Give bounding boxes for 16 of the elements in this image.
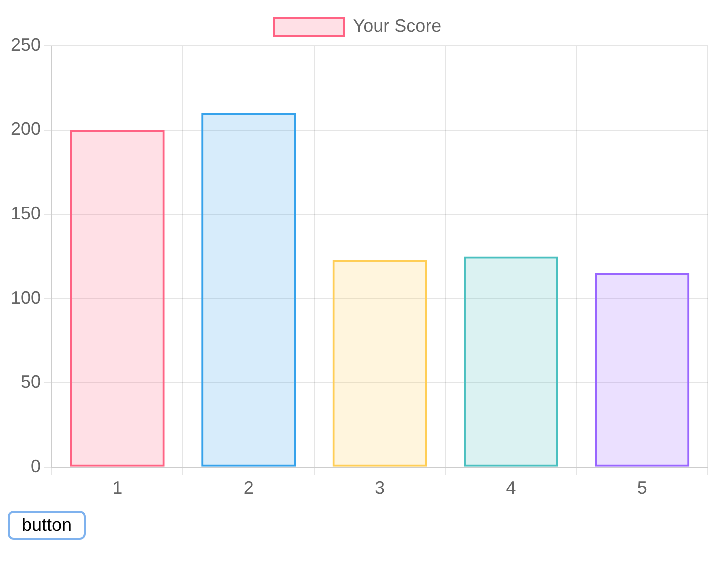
- y-tick-label: 100: [10, 288, 42, 308]
- legend-label: Your Score: [353, 16, 442, 36]
- x-tick-label: 4: [506, 478, 516, 498]
- y-tick-label: 250: [10, 34, 42, 55]
- y-tick-label: 50: [21, 372, 42, 392]
- x-tick-label: 1: [112, 478, 123, 498]
- x-tick-label: 5: [637, 478, 648, 498]
- x-tick-label: 3: [375, 478, 386, 498]
- button: button: [8, 511, 86, 540]
- x-tick-label: 2: [244, 478, 254, 498]
- bar: [332, 260, 428, 467]
- y-tick-label: 200: [10, 119, 42, 140]
- bar: [464, 256, 558, 467]
- y-tick-label: 150: [10, 204, 42, 224]
- bar: [595, 274, 690, 467]
- y-tick-label: 0: [31, 456, 42, 476]
